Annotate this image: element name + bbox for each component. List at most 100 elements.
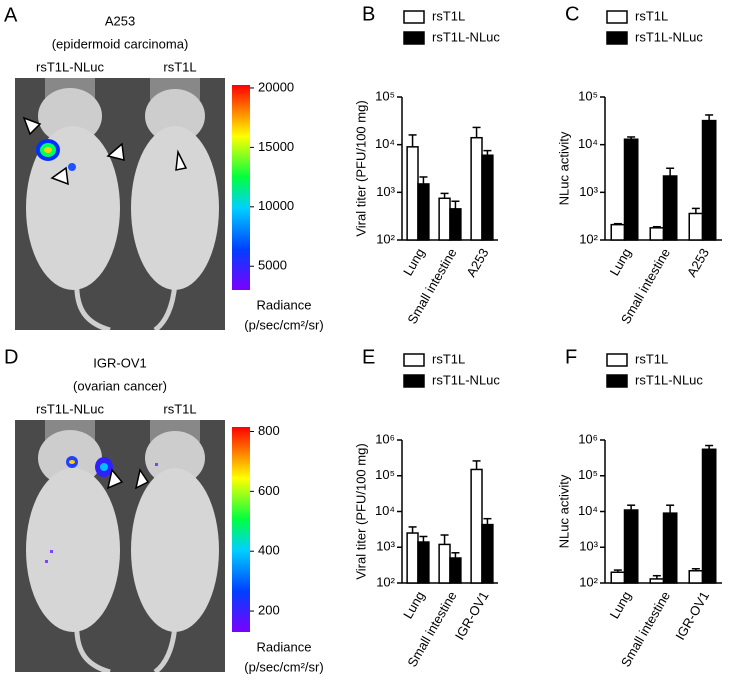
bar (623, 509, 639, 584)
y-axis-title: NLuc activity (556, 131, 571, 205)
bar (610, 571, 626, 584)
legend-swatch (403, 31, 425, 45)
legend-label: rsT1L-NLuc (432, 372, 500, 387)
panel-label: E (362, 346, 375, 368)
bar (481, 523, 494, 584)
legend-swatch (606, 31, 628, 45)
panel-label: A (4, 4, 18, 26)
mouse-image (15, 78, 225, 330)
x-tick-label: Lung (607, 589, 634, 622)
y-tick-label: 10⁵ (578, 467, 598, 482)
image-subtitle: (ovarian cancer) (73, 378, 167, 393)
x-tick-label: A253 (684, 246, 712, 280)
legend-swatch (403, 353, 425, 367)
y-tick-label: 10² (579, 574, 598, 589)
colorbar-tick-label: 200 (258, 602, 280, 617)
legend-label: rsT1L-NLuc (432, 29, 500, 44)
bar (688, 212, 704, 241)
mouse-label: rsT1L (163, 59, 196, 74)
legend-label: rsT1L (432, 8, 465, 23)
colorbar-label: Radiance (257, 297, 312, 312)
legend-swatch (606, 10, 628, 24)
y-tick-label: 10⁶ (375, 431, 395, 446)
y-tick-label: 10⁵ (578, 88, 598, 103)
y-axis-title: Viral titer (PFU/100 mg) (353, 100, 368, 236)
mouse-label: rsT1L (163, 401, 196, 416)
y-tick-label: 10⁵ (375, 467, 395, 482)
bar (610, 223, 626, 241)
bar (406, 532, 419, 584)
bar (438, 543, 451, 584)
colorbar-tick-label: 600 (258, 483, 280, 498)
legend-label: rsT1L (432, 351, 465, 366)
panel-label: F (565, 346, 577, 368)
legend-label: rsT1L-NLuc (635, 372, 703, 387)
y-tick-label: 10⁴ (578, 136, 598, 151)
legend-swatch (606, 374, 628, 388)
bar (449, 208, 462, 241)
legend-swatch (403, 10, 425, 24)
bar (701, 448, 717, 584)
bar (701, 119, 717, 241)
image-title: A253 (105, 13, 135, 28)
legend-label: rsT1L-NLuc (635, 29, 703, 44)
y-tick-label: 10² (579, 231, 598, 246)
bar (662, 512, 678, 584)
bar (438, 197, 451, 241)
x-tick-label: A253 (463, 246, 491, 280)
legend-label: rsT1L (635, 351, 668, 366)
colorbar (232, 85, 250, 290)
y-tick-label: 10⁴ (375, 136, 395, 151)
colorbar-unit: (p/sec/cm²/sr) (244, 317, 323, 332)
bar (406, 146, 419, 241)
colorbar-label: Radiance (257, 639, 312, 654)
legend-swatch (606, 353, 628, 367)
mouse-image (15, 420, 225, 672)
x-tick-label: Lung (607, 246, 634, 279)
colorbar-tick-label: 5000 (258, 258, 287, 273)
colorbar-tick-label: 15000 (258, 139, 294, 154)
y-tick-label: 10⁵ (375, 88, 395, 103)
y-tick-label: 10² (376, 574, 395, 589)
colorbar-tick-label: 800 (258, 423, 280, 438)
mouse-label: rsT1L-NLuc (36, 401, 104, 416)
y-tick-label: 10³ (376, 184, 395, 199)
y-tick-label: 10⁶ (578, 431, 598, 446)
colorbar-unit: (p/sec/cm²/sr) (244, 659, 323, 674)
bar (662, 175, 678, 241)
panel-label: B (362, 3, 375, 25)
y-axis-title: Viral titer (PFU/100 mg) (353, 443, 368, 579)
bar (470, 136, 483, 241)
hotspots (36, 139, 158, 563)
y-tick-label: 10² (376, 231, 395, 246)
x-tick-label: IGR-OV1 (672, 589, 712, 643)
x-tick-label: Lung (400, 246, 427, 279)
colorbar-tick-label: 20000 (258, 79, 294, 94)
bar (417, 541, 430, 584)
colorbar-tick-label: 10000 (258, 198, 294, 213)
bar (649, 578, 665, 584)
y-tick-label: 10⁴ (578, 503, 598, 518)
bar (449, 557, 462, 584)
y-tick-label: 10³ (579, 539, 598, 554)
panel-label: D (4, 346, 18, 368)
bar (688, 570, 704, 584)
panel-label: C (565, 3, 579, 25)
image-title: IGR-OV1 (93, 355, 146, 370)
legend-swatch (403, 374, 425, 388)
y-axis-title: NLuc activity (556, 474, 571, 548)
y-tick-label: 10³ (376, 539, 395, 554)
colorbar (232, 427, 250, 632)
bar (649, 227, 665, 241)
image-subtitle: (epidermoid carcinoma) (52, 36, 189, 51)
legend-label: rsT1L (635, 8, 668, 23)
bar (417, 183, 430, 241)
arrowheads (22, 116, 188, 490)
bar (470, 468, 483, 584)
y-tick-label: 10⁴ (375, 503, 395, 518)
colorbar-tick-label: 400 (258, 543, 280, 558)
bar (481, 154, 494, 241)
bar (623, 138, 639, 241)
x-tick-label: Lung (400, 589, 427, 622)
